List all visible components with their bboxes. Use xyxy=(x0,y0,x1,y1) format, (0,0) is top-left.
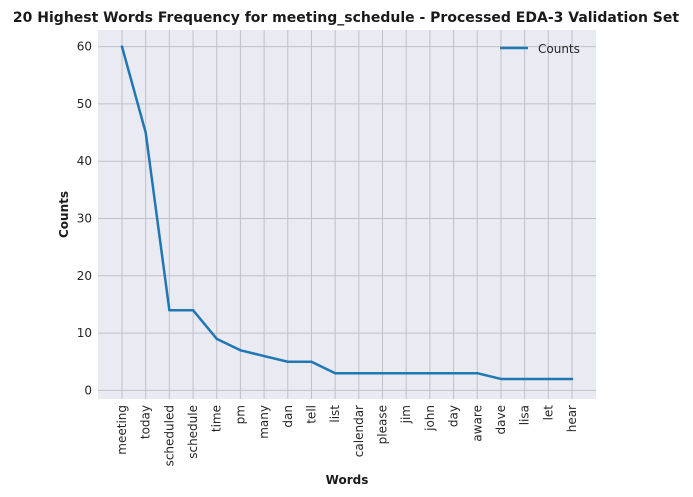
x-tick-label: john xyxy=(423,405,437,432)
data-point xyxy=(144,131,147,134)
y-tick-label: 30 xyxy=(77,212,92,226)
series-line-counts xyxy=(120,45,574,381)
x-tick-label: pm xyxy=(233,405,247,424)
plot-area xyxy=(98,30,596,399)
y-tick-label: 60 xyxy=(77,40,92,54)
data-point xyxy=(215,337,218,341)
x-tick-label: tell xyxy=(304,405,318,424)
x-tick-label: today xyxy=(139,405,153,439)
x-tick-label: dave xyxy=(494,405,508,434)
legend: Counts xyxy=(500,42,580,56)
data-point xyxy=(381,372,384,375)
y-tick-label: 20 xyxy=(77,269,92,283)
data-point xyxy=(570,377,574,381)
y-tick-label: 40 xyxy=(77,154,92,168)
data-point xyxy=(428,372,432,375)
x-tick-label: dan xyxy=(281,405,295,428)
x-tick-label: meeting xyxy=(115,405,129,455)
x-tick-label: schedule xyxy=(186,405,200,459)
x-tick-label: hear xyxy=(565,405,579,432)
data-point xyxy=(452,372,455,375)
x-tick-label: please xyxy=(376,405,390,444)
data-point xyxy=(499,377,503,381)
x-axis-label: Words xyxy=(326,473,369,487)
data-point xyxy=(405,372,408,375)
data-point xyxy=(168,308,171,312)
x-tick-label: day xyxy=(447,405,461,427)
x-tick-label: aware xyxy=(470,405,484,442)
x-tick-label: many xyxy=(257,405,271,439)
data-point xyxy=(310,360,313,363)
y-tick-label: 10 xyxy=(77,326,92,340)
y-tick-labels: 0 10 20 30 40 50 60 xyxy=(77,40,92,398)
data-point xyxy=(333,372,337,375)
x-tick-label: time xyxy=(210,405,224,432)
data-point xyxy=(523,377,526,381)
data-point xyxy=(262,354,266,358)
data-point xyxy=(239,349,242,352)
x-tick-label: scheduled xyxy=(162,405,176,466)
chart-title: 20 Highest Words Frequency for meeting_s… xyxy=(13,10,679,26)
x-tick-label: jim xyxy=(399,405,413,424)
y-axis-label: Counts xyxy=(57,191,71,238)
data-point xyxy=(120,45,124,48)
legend-label-counts: Counts xyxy=(538,42,580,56)
data-point xyxy=(357,372,361,375)
x-tick-labels: meeting today scheduled schedule time pm many d… xyxy=(115,405,579,467)
y-tick-label: 50 xyxy=(77,97,92,111)
data-point xyxy=(476,372,479,375)
data-point xyxy=(191,308,195,312)
data-point xyxy=(547,377,550,381)
x-gridlines xyxy=(121,30,573,399)
y-gridlines xyxy=(98,46,596,391)
x-tick-label: calendar xyxy=(352,405,366,457)
x-tick-label: lisa xyxy=(518,405,532,425)
y-tick-label: 0 xyxy=(84,383,92,397)
x-tick-label: let xyxy=(541,405,555,421)
x-tick-label: list xyxy=(328,405,342,423)
series-layer xyxy=(120,45,574,381)
data-point xyxy=(286,360,289,363)
